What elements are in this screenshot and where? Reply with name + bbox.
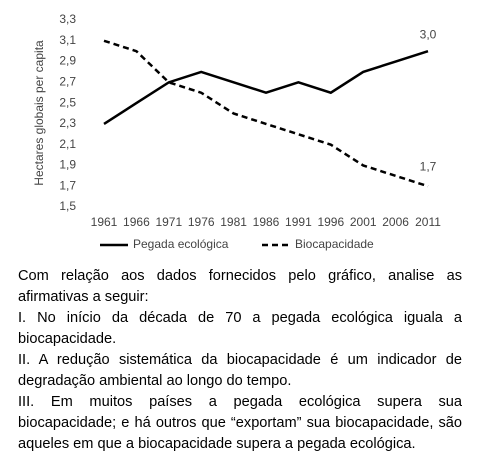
y-tick-label: 1,5 [59, 199, 76, 213]
paragraph: II. A redução sistemática da biocapacida… [18, 352, 462, 389]
data-label: 3,0 [420, 27, 437, 41]
x-tick-label: 1976 [188, 215, 215, 229]
y-tick-label: 2,5 [59, 95, 76, 109]
y-axis-title: Hectares globais per capita [32, 40, 46, 186]
y-tick-label: 2,3 [59, 116, 76, 130]
x-tick-label: 1996 [317, 215, 344, 229]
y-tick-label: 1,7 [59, 178, 76, 192]
data-label: 1,7 [420, 159, 437, 173]
x-tick-label: 1961 [91, 215, 118, 229]
x-tick-label: 1966 [123, 215, 150, 229]
paragraph: III. Em muitos países a pegada ecológica… [18, 394, 462, 452]
x-tick-label: 2011 [415, 215, 441, 229]
document: Com relação aos dados fornecidos pelo gr… [18, 266, 462, 455]
legend-label: Biocapacidade [295, 237, 374, 251]
paragraph: Com relação aos dados fornecidos pelo gr… [18, 268, 462, 305]
y-tick-label: 2,9 [59, 54, 76, 68]
y-tick-label: 2,1 [59, 137, 76, 151]
y-tick-label: 1,9 [59, 158, 76, 172]
legend-label: Pegada ecológica [133, 237, 229, 251]
x-tick-label: 1991 [285, 215, 312, 229]
series-line [103, 39, 429, 188]
x-tick-label: 1986 [253, 215, 280, 229]
y-tick-label: 3,3 [59, 12, 76, 26]
x-tick-label: 2001 [350, 215, 377, 229]
series-line [103, 49, 429, 125]
chart: Hectares globais per capita 1,5 1,7 1,9 2,1… [32, 12, 441, 251]
y-tick-label: 3,1 [59, 33, 76, 47]
x-tick-label: 2006 [382, 215, 409, 229]
paragraph: I. No início da década de 70 a pegada ec… [18, 310, 462, 347]
x-tick-label: 1981 [220, 215, 247, 229]
y-tick-label: 2,7 [59, 75, 76, 89]
x-tick-label: 1971 [155, 215, 182, 229]
